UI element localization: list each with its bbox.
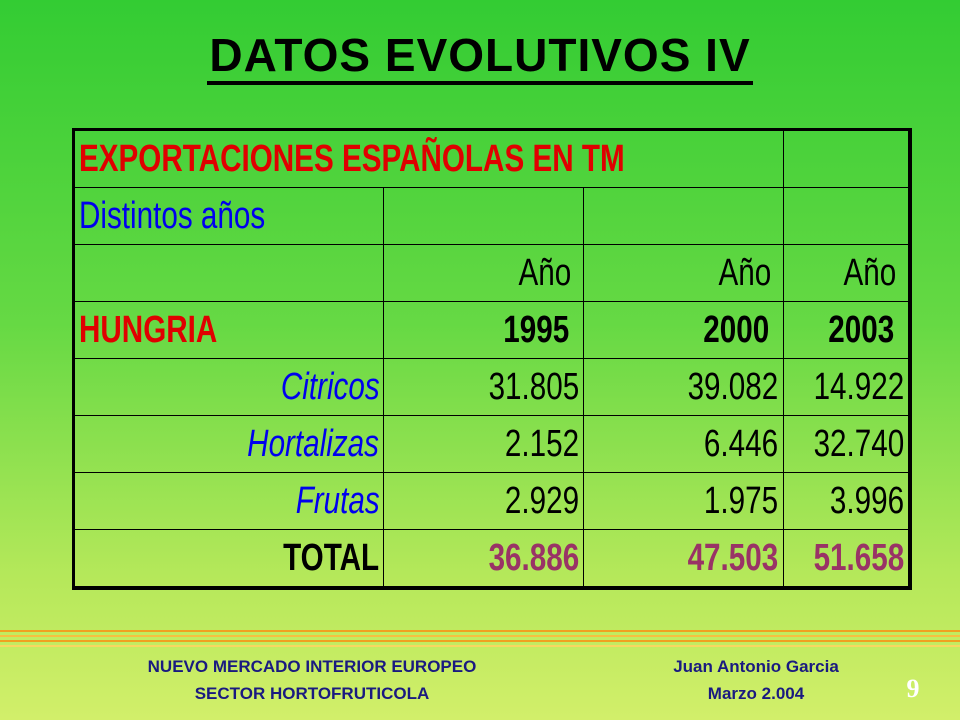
value: 32.740	[813, 422, 904, 465]
value: 14.922	[813, 365, 904, 408]
rule	[0, 640, 960, 642]
footer-text: Juan Antonio Garcia	[673, 657, 839, 676]
cell: EXPORTACIONES ESPAÑOLAS EN TM	[73, 129, 784, 188]
value: 1.975	[704, 479, 779, 522]
footer-text: Marzo 2.004	[707, 684, 805, 703]
rule	[0, 630, 960, 632]
cell	[582, 187, 784, 245]
subtitle-row: Distintos años	[72, 187, 911, 245]
cell	[782, 129, 911, 188]
cell: 47.503	[582, 529, 784, 589]
cell: Frutas	[72, 472, 385, 530]
cell: 36.886	[383, 529, 584, 589]
cell: 1995	[383, 301, 584, 359]
cell: 32.740	[782, 415, 911, 473]
cell: 2003	[782, 301, 911, 359]
data-row: Hortalizas 2.152 6.446 32.740	[72, 415, 911, 473]
row-label: Citricos	[280, 365, 380, 408]
cell: 2.929	[383, 472, 584, 530]
cell: 6.446	[582, 415, 784, 473]
cell: Distintos años	[72, 187, 385, 245]
cell: Año	[782, 244, 911, 302]
title-text: DATOS EVOLUTIVOS IV	[207, 29, 753, 85]
subtitle: Distintos años	[79, 194, 266, 237]
cell: Año	[383, 244, 584, 302]
cell: 2000	[582, 301, 784, 359]
header: Año	[518, 251, 572, 294]
value: 31.805	[488, 365, 579, 408]
cell: 39.082	[582, 358, 784, 416]
cell: Hortalizas	[72, 415, 385, 473]
data-table: EXPORTACIONES ESPAÑOLAS EN TM Distintos …	[72, 128, 912, 590]
year: 1995	[503, 308, 570, 351]
data-row: Frutas 2.929 1.975 3.996	[72, 472, 911, 530]
cell: 51.658	[782, 529, 911, 589]
header: Año	[843, 251, 897, 294]
data-row: Citricos 31.805 39.082 14.922	[72, 358, 911, 416]
value: 6.446	[704, 422, 779, 465]
value: 39.082	[687, 365, 779, 408]
cell	[383, 187, 584, 245]
cell: Año	[582, 244, 784, 302]
table-body: Citricos 31.805 39.082 14.922 Hortalizas 2.15…	[72, 358, 911, 589]
title: DATOS EVOLUTIVOS IV	[0, 28, 960, 85]
value: 2.152	[504, 422, 579, 465]
year: 2003	[828, 308, 895, 351]
data-row: TOTAL 36.886 47.503 51.658	[72, 529, 911, 589]
cell: 14.922	[782, 358, 911, 416]
rule	[0, 635, 960, 637]
value: 2.929	[504, 479, 579, 522]
footer-text: SECTOR HORTOFRUTICOLA	[194, 684, 430, 703]
rule	[0, 645, 960, 647]
cell: 31.805	[383, 358, 584, 416]
cell: 3.996	[782, 472, 911, 530]
cell: TOTAL	[72, 529, 385, 589]
caption-row: EXPORTACIONES ESPAÑOLAS EN TM	[73, 129, 911, 188]
caption: EXPORTACIONES ESPAÑOLAS EN TM	[79, 137, 625, 180]
country: HUNGRIA	[79, 308, 218, 351]
value: 36.886	[488, 536, 579, 579]
row-label: Frutas	[295, 479, 380, 522]
header: Año	[718, 251, 772, 294]
year: 2000	[703, 308, 770, 351]
row-label: Hortalizas	[247, 422, 380, 465]
value: 51.658	[813, 536, 904, 579]
page-number: 9	[906, 674, 920, 703]
cell	[782, 187, 911, 245]
cell: 1.975	[582, 472, 784, 530]
cell: 2.152	[383, 415, 584, 473]
cell	[72, 244, 385, 302]
cell: Citricos	[72, 358, 385, 416]
value: 47.503	[687, 536, 779, 579]
cell: HUNGRIA	[72, 301, 385, 359]
footer-text: NUEVO MERCADO INTERIOR EUROPEO	[147, 657, 477, 676]
year-row: HUNGRIA 1995 2000 2003	[72, 301, 911, 359]
row-label: TOTAL	[283, 536, 380, 579]
value: 3.996	[829, 479, 904, 522]
header-row: Año Año Año	[72, 244, 911, 302]
